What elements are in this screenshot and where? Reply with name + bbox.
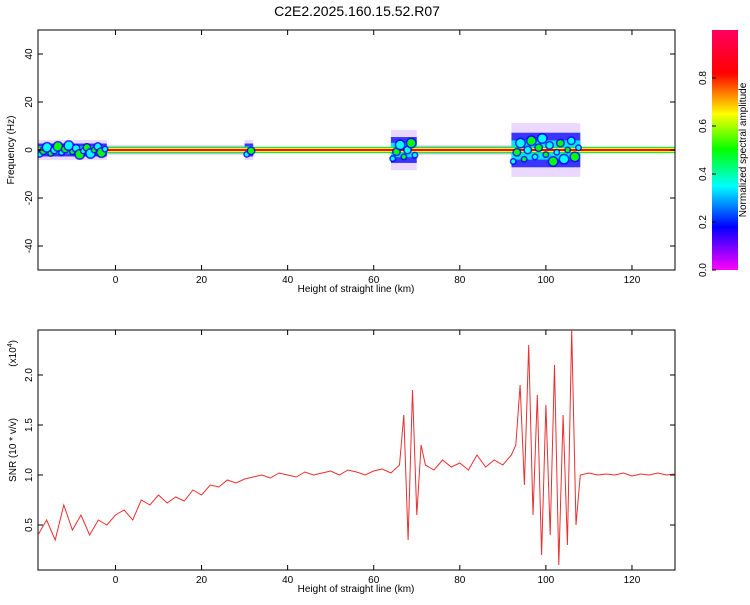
snr-multiplier-text: (x10 (8, 347, 19, 367)
spectrogram-y-tick-label: 20 (24, 96, 35, 108)
spectrogram-blob-core (570, 152, 579, 161)
spectrogram-blob-core (522, 157, 527, 162)
snr-multiplier-suffix: ) (8, 340, 19, 343)
spectrogram-blob-core (543, 152, 548, 157)
spectrogram-panel: 0 20 40 60 80 100 120 -40 -20 0 20 40 Height of st… (6, 29, 676, 295)
snr-x-tick-label: 60 (368, 575, 380, 586)
spectrogram-blob-core (393, 148, 400, 155)
snr-x-tick-label: 80 (454, 575, 466, 586)
spectrogram-x-tick-label: 100 (538, 275, 555, 286)
spectrogram-x-tick-label: 60 (368, 275, 380, 286)
spectrogram-blob-core (43, 143, 52, 152)
spectrogram-blob-core (401, 154, 406, 159)
snr-panel: 0 20 40 60 80 100 120 0.5 1.0 1.5 2.0 Height of s… (7, 329, 676, 595)
spectrogram-blob-core (533, 154, 538, 159)
snr-x-label: Height of straight line (km) (298, 584, 415, 595)
spectrogram-blob-core (407, 139, 416, 148)
snr-x-tick-label: 100 (538, 575, 555, 586)
colorbar-tick-label: 0.6 (698, 119, 709, 133)
snr-x-tick-label: 20 (196, 575, 208, 586)
svg-text:(x104): (x104) (7, 340, 19, 367)
snr-y-tick-label: 1.0 (24, 468, 35, 482)
spectrogram-blob-core (396, 140, 405, 149)
spectrogram-blob-core (565, 148, 570, 152)
snr-y-label: SNR (10 * v/v) (8, 418, 19, 482)
spectrogram-blob-core (554, 150, 559, 155)
spectrogram-blob-core (538, 134, 547, 143)
spectrogram-blob-core (248, 147, 255, 154)
spectrogram-x-label: Height of straight line (km) (298, 284, 415, 295)
spectrogram-y-tick-label: -40 (24, 238, 35, 253)
spectrogram-y-tick-label: 40 (24, 48, 35, 60)
spectrogram-blob-core (412, 153, 417, 158)
spectrogram-blob-core (103, 147, 108, 152)
spectrogram-blob-core (524, 147, 531, 153)
spectrogram-blob-core (560, 155, 569, 164)
snr-y-multiplier: (x104) (7, 340, 19, 367)
colorbar-tick-label: 0.4 (698, 167, 709, 181)
colorbar-ticks: 0.0 0.2 0.4 0.6 0.8 (698, 71, 716, 277)
spectrogram-heat (38, 123, 675, 177)
spectrogram-ridge-core (38, 149, 675, 151)
snr-y-tick-label: 0.5 (24, 518, 35, 532)
colorbar-gradient (712, 30, 738, 270)
snr-frame (37, 329, 676, 571)
snr-multiplier-exp: 4 (7, 343, 14, 347)
colorbar-tick-label: 0.2 (698, 215, 709, 229)
spectrogram-blob-core (404, 147, 411, 153)
figure-title: C2E2.2025.160.15.52.R07 (274, 3, 440, 19)
spectrogram-y-ticks: -40 -20 0 20 40 (24, 48, 675, 253)
spectrogram-x-tick-label: 40 (282, 275, 294, 286)
spectrogram-blob-core (568, 137, 575, 144)
spectrogram-blob-core (64, 141, 73, 150)
spectrogram-y-tick-label: -20 (24, 190, 35, 205)
colorbar-label: Normalized spectral amplitude (738, 82, 749, 217)
snr-y-tick-label: 2.0 (24, 368, 35, 382)
spectrogram-blob-core (535, 144, 542, 151)
spectrogram-x-ticks: 0 20 40 60 80 100 120 (113, 30, 641, 286)
colorbar: 0.0 0.2 0.4 0.6 0.8 Normalized spectral ampl… (698, 30, 749, 277)
spectrogram-blob-core (513, 149, 520, 156)
spectrogram-blob-core (516, 139, 525, 148)
spectrogram-x-tick-label: 80 (454, 275, 466, 286)
colorbar-tick-label: 0.8 (698, 71, 709, 85)
snr-x-tick-label: 40 (282, 575, 294, 586)
spectrogram-blob-core (576, 145, 581, 150)
spectrogram-blob-core (549, 157, 558, 166)
spectrogram-blob-core (557, 140, 564, 147)
snr-series-line (38, 330, 675, 566)
colorbar-tick-label: 0.0 (698, 263, 709, 277)
spectrogram-y-tick-label: 0 (24, 147, 35, 153)
snr-y-ticks: 0.5 1.0 1.5 2.0 (24, 368, 675, 532)
snr-x-ticks: 0 20 40 60 80 100 120 (113, 330, 641, 586)
spectrogram-blob-core (511, 159, 516, 164)
snr-y-tick-label: 1.5 (24, 418, 35, 432)
spectrogram-x-tick-label: 0 (113, 275, 119, 286)
spectrogram-y-label: Frequency (Hz) (6, 116, 17, 185)
spectrogram-x-tick-label: 20 (196, 275, 208, 286)
spectrogram-blob-core (53, 142, 62, 151)
spectrogram-blob-core (546, 142, 553, 149)
spectrogram-blob-core (390, 156, 395, 161)
snr-x-tick-label: 120 (624, 575, 641, 586)
snr-x-tick-label: 0 (113, 575, 119, 586)
spectrogram-blob-core (527, 136, 536, 145)
spectrogram-x-tick-label: 120 (624, 275, 641, 286)
